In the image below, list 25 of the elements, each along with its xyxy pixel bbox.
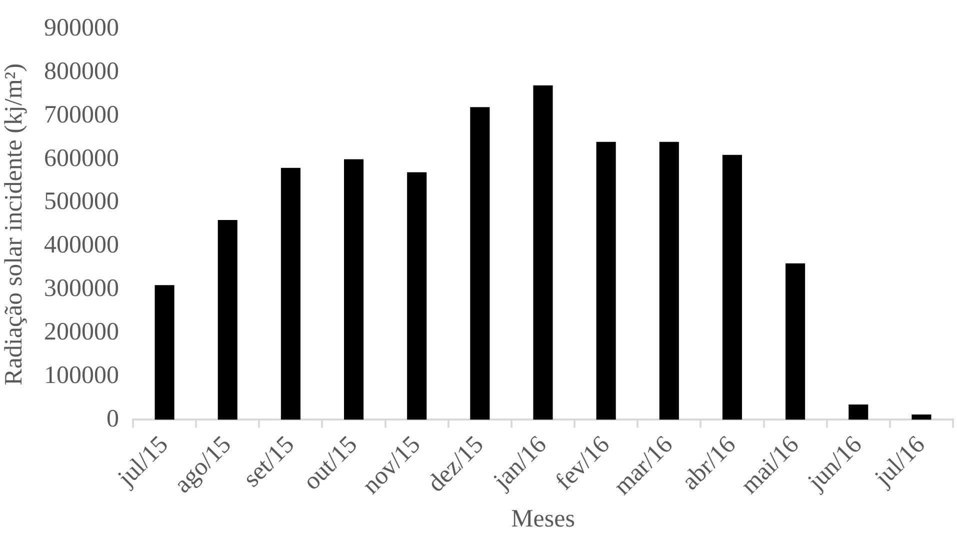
y-tick-label: 600000 [44, 144, 119, 172]
bar [786, 263, 806, 420]
bar [848, 404, 868, 420]
bar [596, 142, 616, 420]
bar [407, 172, 427, 420]
bar [344, 159, 364, 420]
bar [470, 107, 490, 420]
y-tick-label: 700000 [44, 101, 119, 128]
y-tick-label: 0 [106, 405, 119, 432]
x-axis-title: Meses [511, 506, 575, 533]
bar [218, 220, 238, 420]
y-tick-label: 900000 [44, 14, 119, 42]
bar [912, 414, 932, 420]
bar [533, 85, 553, 420]
bar [280, 168, 300, 420]
y-tick-label: 100000 [44, 362, 119, 389]
bar [722, 154, 742, 420]
bar [659, 142, 679, 420]
y-tick-label: 500000 [44, 188, 119, 216]
y-axis-title: Radiação solar incidente (kj/m²) [0, 63, 28, 386]
y-tick-label: 300000 [44, 275, 119, 302]
y-tick-label: 800000 [44, 58, 119, 85]
y-tick-label: 400000 [44, 232, 119, 259]
bar [154, 285, 174, 420]
y-tick-label: 200000 [44, 318, 119, 346]
